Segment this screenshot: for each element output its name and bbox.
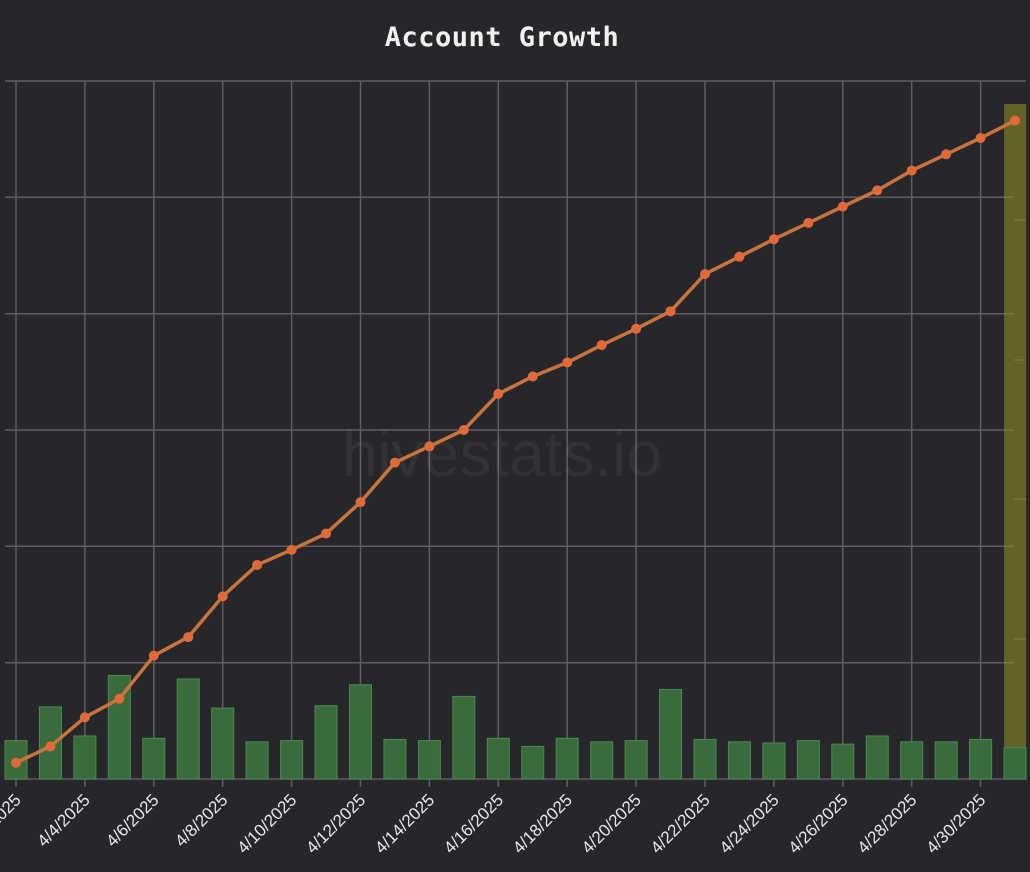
line-point[interactable] xyxy=(700,269,710,280)
x-tick-label: 4/28/2025 xyxy=(854,790,921,857)
line-point[interactable] xyxy=(321,528,332,539)
bar xyxy=(211,707,235,780)
bar xyxy=(176,678,200,780)
line-point[interactable] xyxy=(45,741,56,752)
line-point[interactable] xyxy=(458,425,469,435)
x-tick-label: 4/2/2025 xyxy=(0,790,25,850)
line-point[interactable] xyxy=(527,371,538,382)
bar xyxy=(693,738,717,780)
bar xyxy=(727,741,751,780)
x-tick-label: 4/22/2025 xyxy=(647,790,714,857)
bar xyxy=(796,740,820,780)
line-point[interactable] xyxy=(1010,115,1021,126)
line-point[interactable] xyxy=(252,559,263,570)
bar xyxy=(969,738,993,780)
bar xyxy=(349,684,372,780)
x-tick-label: 4/20/2025 xyxy=(578,790,645,857)
bar xyxy=(245,741,269,780)
x-tick-label: 4/30/2025 xyxy=(923,790,990,857)
x-tick-label: 4/10/2025 xyxy=(234,790,301,857)
bar xyxy=(934,741,958,780)
line-point[interactable] xyxy=(975,133,986,144)
bar xyxy=(486,737,510,780)
line-point[interactable] xyxy=(217,591,228,602)
line-point[interactable] xyxy=(11,757,21,768)
x-tick-label: 4/26/2025 xyxy=(785,790,852,857)
bar xyxy=(521,745,545,780)
highlight-column xyxy=(1004,104,1027,779)
line-point[interactable] xyxy=(424,441,435,452)
line-point[interactable] xyxy=(803,217,814,228)
x-tick-label: 4/8/2025 xyxy=(171,790,231,850)
line-point[interactable] xyxy=(665,306,676,317)
bar xyxy=(73,735,97,780)
bar xyxy=(1003,747,1027,780)
line-point[interactable] xyxy=(389,457,400,468)
series-line xyxy=(15,118,1016,765)
line-point[interactable] xyxy=(872,185,883,196)
x-tick-label: 4/14/2025 xyxy=(371,790,438,857)
bar xyxy=(280,740,304,780)
line-point[interactable] xyxy=(114,693,125,704)
bar xyxy=(659,688,683,780)
x-tick-label: 4/4/2025 xyxy=(33,790,93,850)
bar xyxy=(555,737,579,780)
bar xyxy=(314,705,338,780)
line-point[interactable] xyxy=(148,650,159,661)
bar xyxy=(624,740,648,780)
bar xyxy=(417,740,441,780)
chart-title: Account Growth xyxy=(384,22,620,53)
bar xyxy=(383,738,407,780)
line-point[interactable] xyxy=(355,497,366,508)
bar xyxy=(900,741,924,780)
x-tick-label: 4/6/2025 xyxy=(102,790,162,850)
line-point[interactable] xyxy=(493,388,504,399)
line-point[interactable] xyxy=(79,712,90,723)
x-tick-label: 4/18/2025 xyxy=(509,790,576,857)
x-tick-label: 4/24/2025 xyxy=(716,790,783,857)
line-point[interactable] xyxy=(734,251,745,262)
x-tick-label: 4/16/2025 xyxy=(440,790,507,857)
bar xyxy=(452,695,476,780)
line-point[interactable] xyxy=(768,234,779,245)
line-point[interactable] xyxy=(941,149,952,160)
line-point[interactable] xyxy=(906,165,917,176)
line-point[interactable] xyxy=(837,201,848,212)
line-point[interactable] xyxy=(286,544,297,555)
bar xyxy=(762,742,786,780)
watermark: hivestats.io xyxy=(342,418,662,490)
bar xyxy=(831,743,855,780)
x-tick-label: 4/12/2025 xyxy=(302,790,369,857)
bar xyxy=(590,741,614,780)
line-point[interactable] xyxy=(562,357,573,368)
line-point[interactable] xyxy=(596,340,607,351)
line-point[interactable] xyxy=(631,323,642,334)
bar xyxy=(865,735,889,780)
line-point[interactable] xyxy=(183,632,194,643)
bar xyxy=(142,737,166,780)
